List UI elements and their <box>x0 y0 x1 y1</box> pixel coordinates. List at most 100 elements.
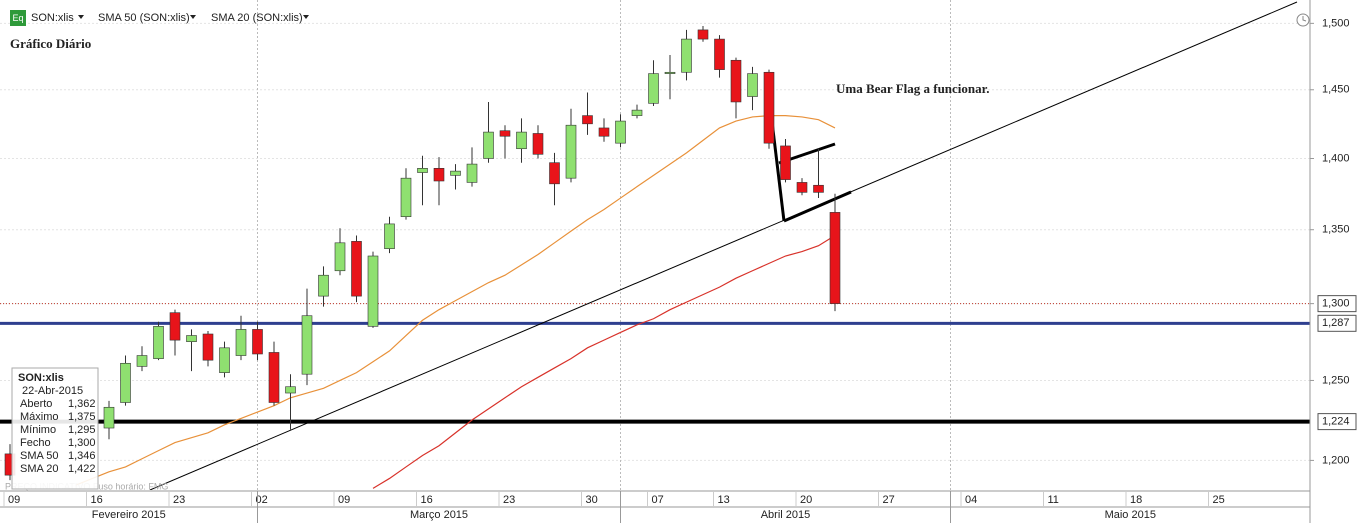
data-box-label: SMA 50 <box>20 450 59 462</box>
candle-body <box>631 109 643 116</box>
dropdown-arrow[interactable] <box>190 15 196 19</box>
instrument-icon[interactable] <box>10 10 26 26</box>
candle-body <box>747 73 758 97</box>
data-box-label: Fecho <box>20 437 51 449</box>
dropdown-arrow[interactable] <box>78 15 84 19</box>
candle-body <box>301 315 313 375</box>
candle-body <box>367 255 379 327</box>
candle-body <box>681 38 692 73</box>
month-label: Março 2015 <box>410 509 468 521</box>
candle-body <box>780 145 791 180</box>
candle-body <box>136 355 148 367</box>
candle-body <box>351 241 362 297</box>
data-box-value: 1,375 <box>68 411 96 423</box>
legend-entry[interactable]: SMA 20 (SON:xlis) <box>211 12 303 24</box>
candle-body <box>235 329 247 356</box>
x-tick-label: 20 <box>800 494 812 506</box>
data-box-label: SMA 20 <box>20 463 59 475</box>
candle-body <box>714 38 725 70</box>
candle-body <box>796 182 808 193</box>
month-label: Fevereiro 2015 <box>92 509 166 521</box>
candle-body <box>598 127 610 137</box>
data-box-value: 1,422 <box>68 463 96 475</box>
candle-body <box>334 242 346 272</box>
sma-line <box>75 114 836 486</box>
price-label: 1,287 <box>1322 317 1350 329</box>
dropdown-arrow[interactable] <box>303 15 309 19</box>
price-label: 1,224 <box>1322 416 1350 428</box>
candle-body <box>730 59 742 103</box>
price-label: 1,300 <box>1322 298 1350 310</box>
candle-body <box>549 162 560 185</box>
legend-entry[interactable]: SMA 50 (SON:xlis) <box>98 12 190 24</box>
x-tick-label: 16 <box>421 494 433 506</box>
data-box-label: Mínimo <box>20 424 56 436</box>
candle-body <box>829 212 841 304</box>
x-tick-label: 30 <box>586 494 598 506</box>
candle-body <box>565 124 577 179</box>
x-tick-label: 18 <box>1130 494 1142 506</box>
legend-entry[interactable]: SON:xlis <box>31 12 74 24</box>
icon-label: Eq <box>12 13 23 23</box>
y-tick-label: 1,500 <box>1322 17 1350 29</box>
y-tick-label: 1,200 <box>1322 454 1350 466</box>
x-tick-label: 23 <box>173 494 185 506</box>
y-tick-label: 1,400 <box>1322 152 1350 164</box>
candle-body <box>186 335 197 342</box>
sma-line <box>372 235 836 489</box>
candle-body <box>103 406 115 429</box>
candle-body <box>532 133 544 155</box>
candle-body <box>417 168 428 173</box>
price-label-box <box>1317 314 1357 332</box>
data-box-title: SON:xlis <box>18 372 64 384</box>
candle-body <box>664 71 676 74</box>
candle-body <box>202 333 214 361</box>
data-box-value: 1,362 <box>68 398 96 410</box>
data-box-value: 1,300 <box>68 437 96 449</box>
chart-subtitle: Gráfico Diário <box>10 36 91 51</box>
price-label-box <box>1317 295 1357 313</box>
candle-body <box>219 347 230 373</box>
x-tick-label: 09 <box>338 494 350 506</box>
x-tick-label: 13 <box>718 494 730 506</box>
candle-body <box>615 120 626 144</box>
candle-body <box>268 352 280 403</box>
trend-line <box>149 1 1298 490</box>
month-label: Abril 2015 <box>761 509 811 521</box>
data-box: SON:xlis 22-Abr-2015 Aberto 1,362 Máximo 1,… <box>11 367 99 490</box>
y-tick-label: 1,350 <box>1322 224 1350 236</box>
x-tick-label: 16 <box>91 494 103 506</box>
x-tick-label: 11 <box>1048 494 1059 506</box>
data-box-label: Máximo <box>20 411 59 423</box>
annotation: Uma Bear Flag a funcionar. <box>836 81 989 96</box>
data-box-frame <box>11 367 99 490</box>
plot-area <box>0 1 1310 490</box>
y-tick-label: 1,450 <box>1322 84 1350 96</box>
x-tick-label: 02 <box>256 494 268 506</box>
y-tick-label: 1,250 <box>1322 374 1350 386</box>
data-box-date: 22-Abr-2015 <box>22 385 83 397</box>
candle-body <box>252 329 263 355</box>
x-tick-label: 25 <box>1213 494 1225 506</box>
candle-body <box>450 170 461 176</box>
flag-line <box>783 190 852 223</box>
data-box-value: 1,346 <box>68 450 96 462</box>
candle-body <box>120 362 131 403</box>
month-label: Maio 2015 <box>1105 509 1156 521</box>
candle-body <box>697 29 709 40</box>
candle-body <box>813 184 824 193</box>
x-tick-label: 09 <box>8 494 20 506</box>
price-label-box <box>1317 413 1357 431</box>
candle-body <box>169 312 181 341</box>
candle-body <box>433 168 445 182</box>
clock-hands <box>1302 16 1307 22</box>
x-tick-label: 07 <box>652 494 664 506</box>
data-box-value: 1,295 <box>68 424 96 436</box>
candle-body <box>499 130 511 137</box>
x-tick-label: 23 <box>503 494 515 506</box>
grid <box>0 0 1310 490</box>
data-box-label: Aberto <box>20 398 52 410</box>
x-tick-label: 04 <box>965 494 977 506</box>
